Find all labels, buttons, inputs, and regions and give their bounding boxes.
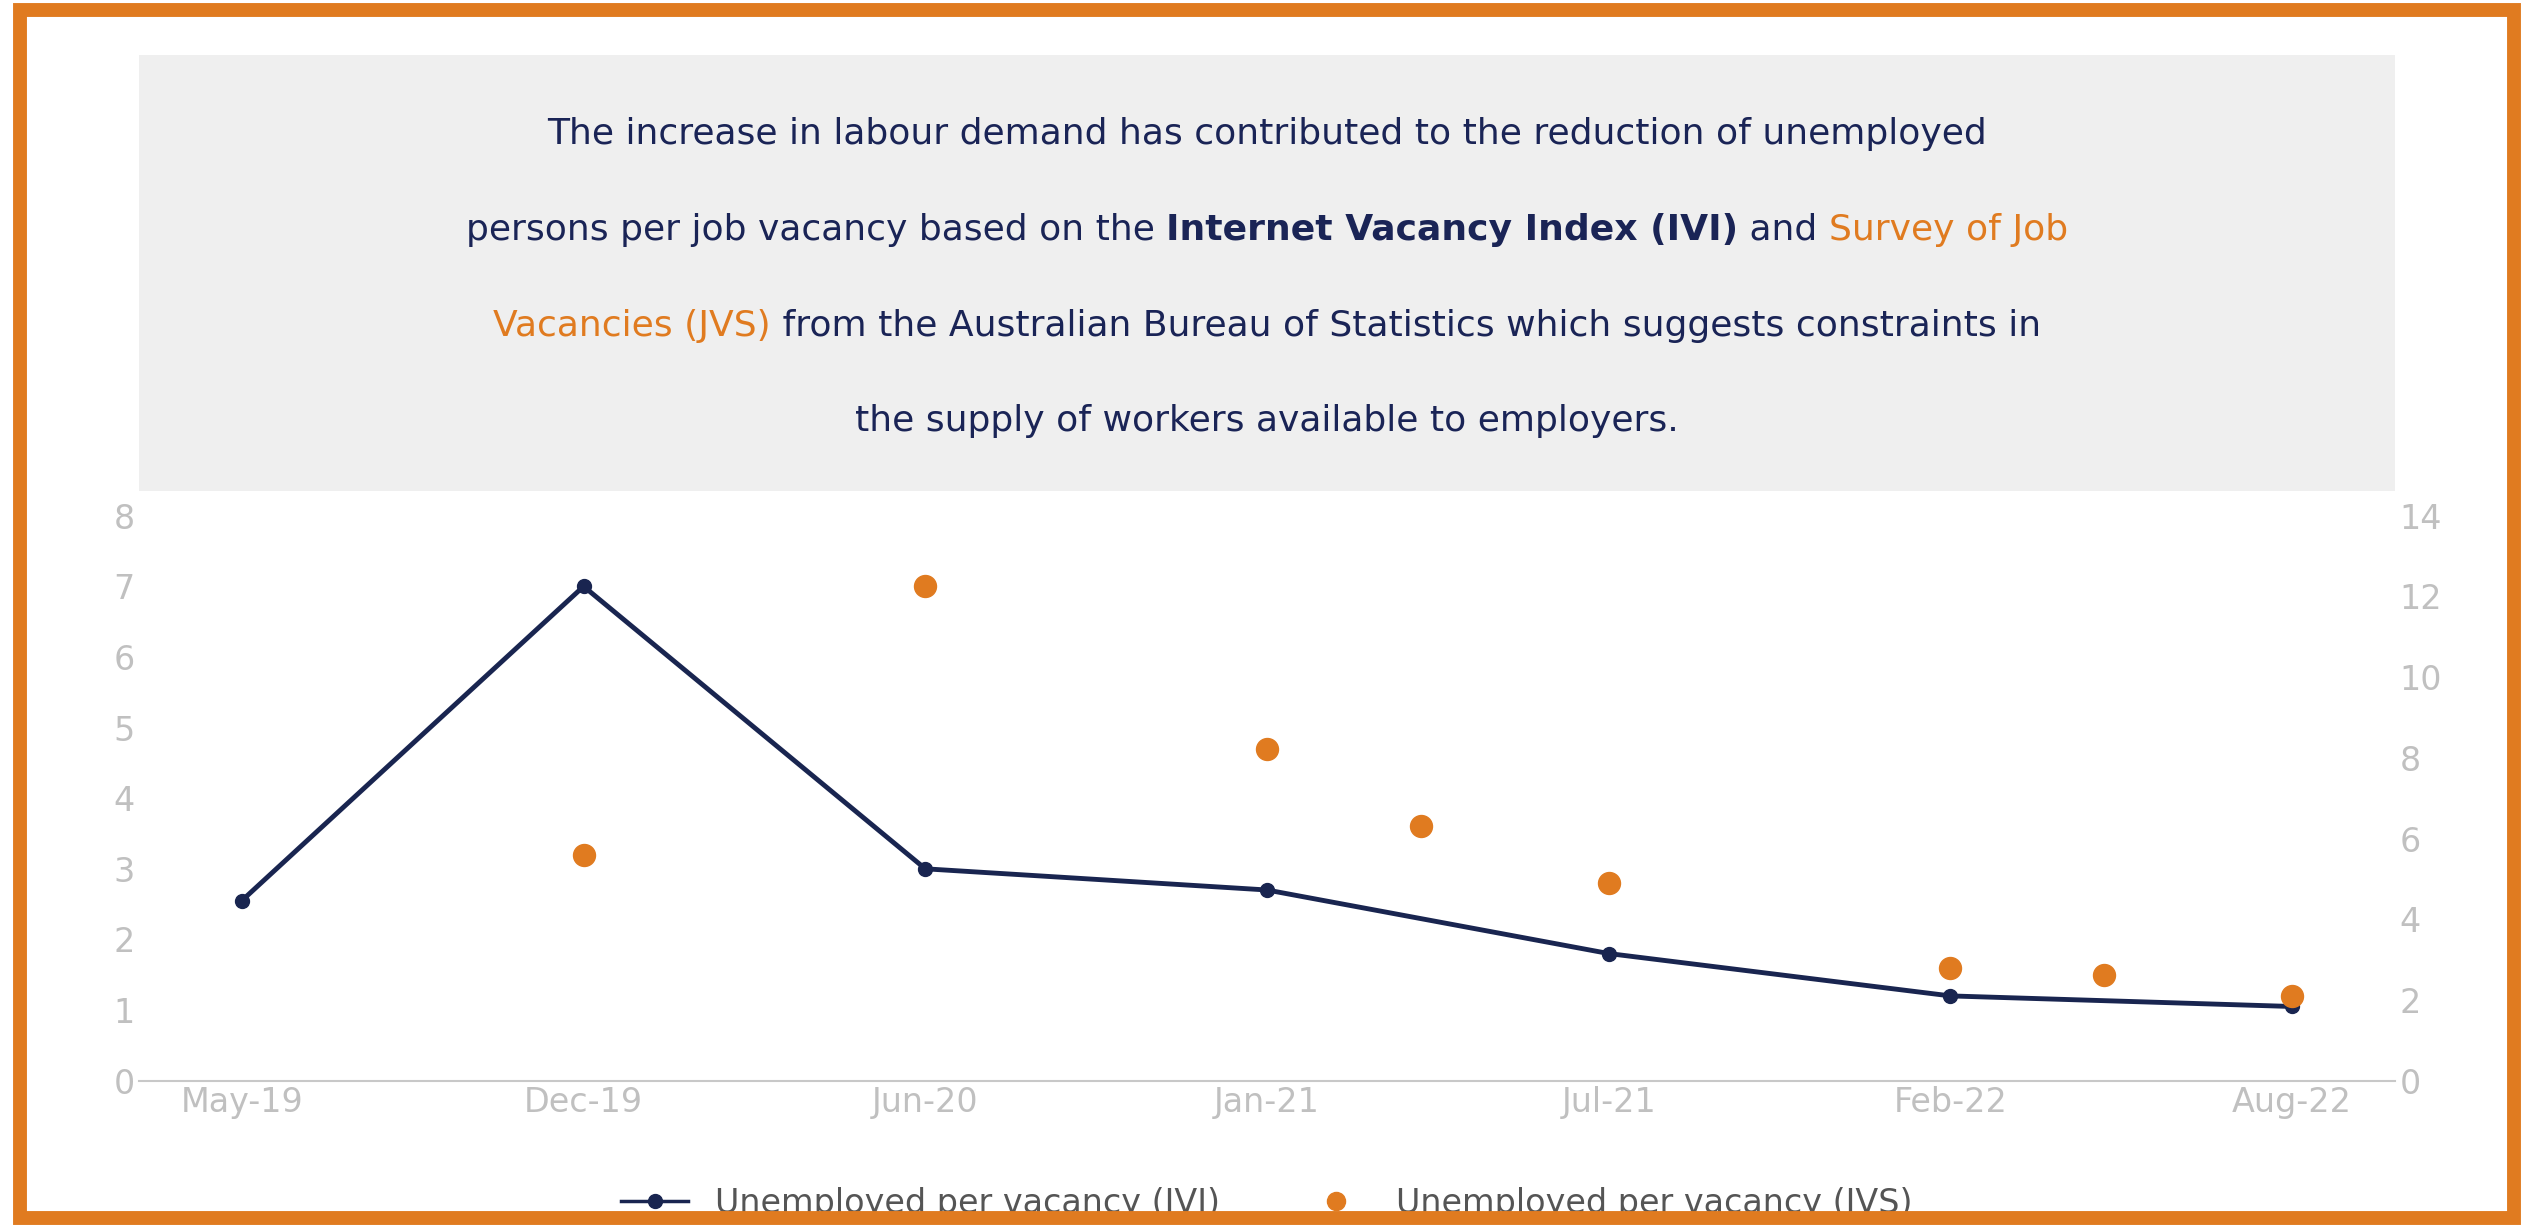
Point <box>1589 873 1629 893</box>
Text: Internet Vacancy Index (IVI): Internet Vacancy Index (IVI) <box>1166 212 1738 247</box>
Point <box>1401 817 1442 836</box>
Point <box>2083 965 2123 985</box>
Point <box>563 845 603 865</box>
Text: the supply of workers available to employers.: the supply of workers available to emplo… <box>854 404 1680 438</box>
Legend: Unemployed per vacancy (IVI), Unemployed per vacancy (JVS): Unemployed per vacancy (IVI), Unemployed… <box>608 1174 1926 1228</box>
Point <box>1931 958 1971 977</box>
Point <box>1247 739 1287 759</box>
Text: and: and <box>1738 212 1830 247</box>
Text: Survey of Job: Survey of Job <box>1830 212 2068 247</box>
Point <box>2273 986 2314 1006</box>
Point <box>905 576 945 596</box>
Text: Vacancies (JVS): Vacancies (JVS) <box>494 308 770 343</box>
Text: from the Australian Bureau of Statistics which suggests constraints in: from the Australian Bureau of Statistics… <box>770 308 2040 343</box>
Text: The increase in labour demand has contributed to the reduction of unemployed: The increase in labour demand has contri… <box>547 117 1987 151</box>
Text: persons per job vacancy based on the: persons per job vacancy based on the <box>466 212 1166 247</box>
